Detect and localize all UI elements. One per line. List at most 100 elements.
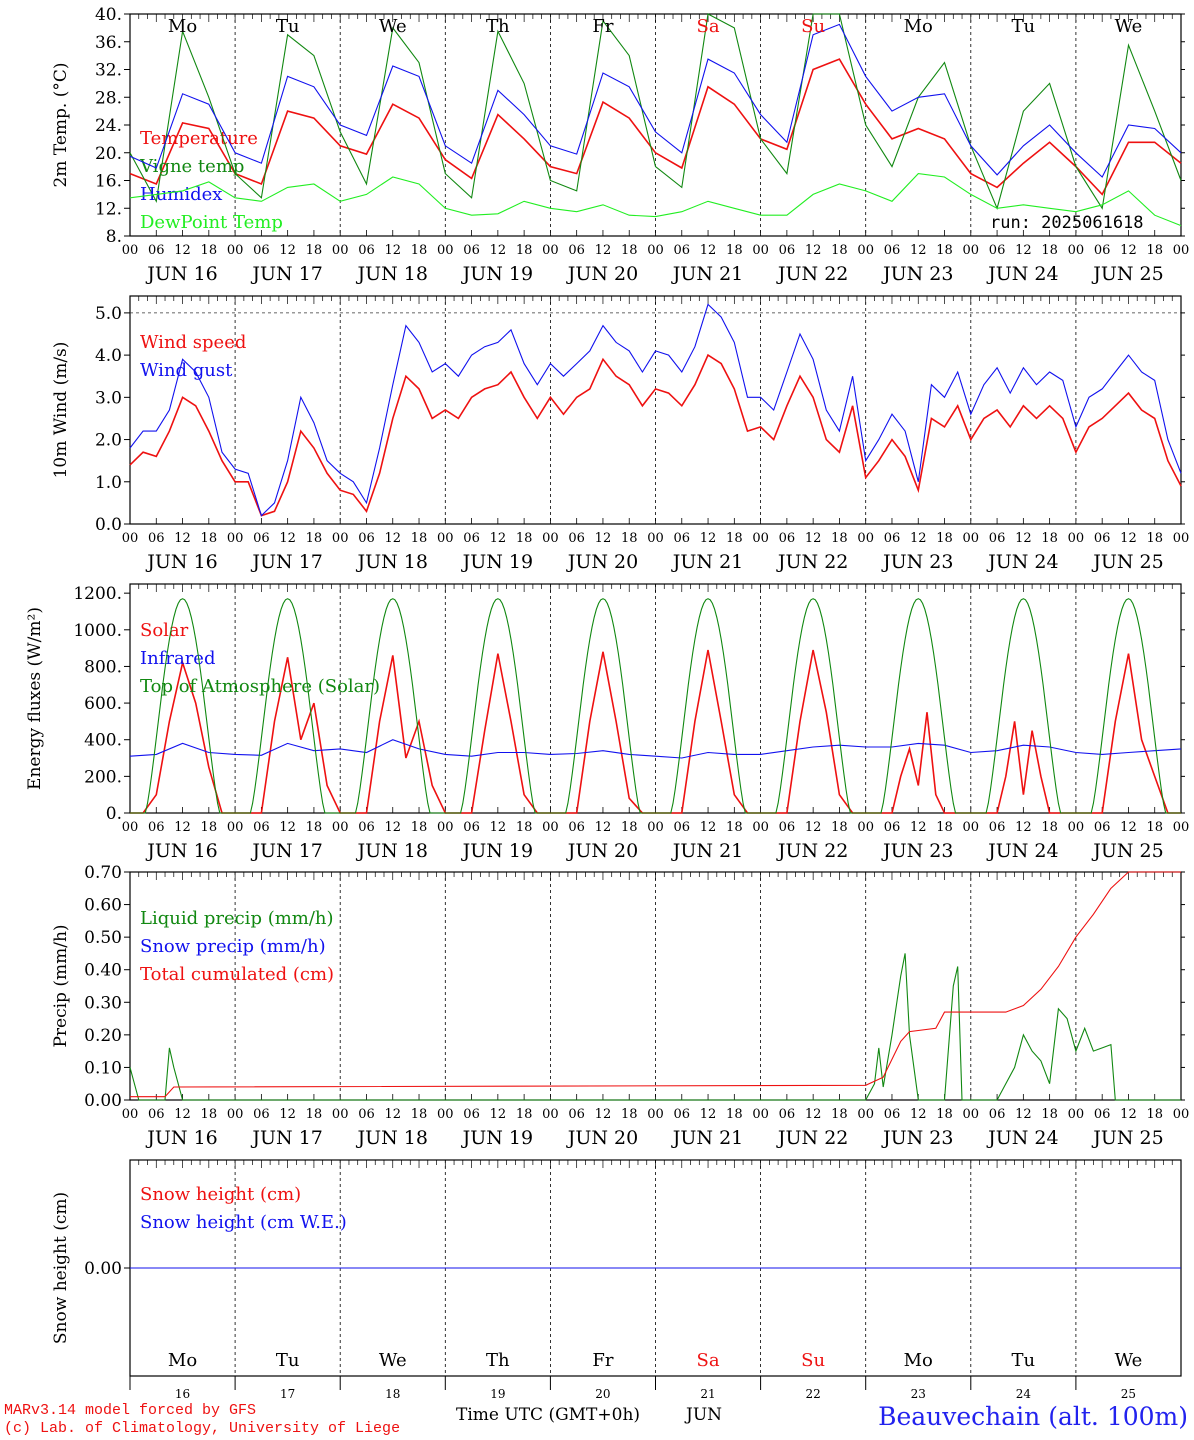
x-hour-label: 06 (568, 820, 585, 835)
x-date-label: JUN 23 (881, 263, 953, 285)
x-hour-label: 00 (963, 820, 980, 835)
x-hour-label: 00 (647, 243, 664, 258)
x-date-label: JUN 25 (1091, 551, 1163, 573)
x-date-label: JUN 18 (356, 551, 428, 573)
x-date-label: JUN 18 (356, 840, 428, 862)
weekday-label: Th (486, 1350, 510, 1371)
x-date-label: JUN 22 (776, 1127, 848, 1149)
x-hour-label: 06 (674, 243, 691, 258)
y-axis-title: 10m Wind (m/s) (51, 342, 71, 479)
series-line-blue (129, 23, 1182, 178)
y-tick-label: 20. (95, 144, 122, 164)
weekday-label: Mo (168, 1350, 197, 1371)
y-tick-label: 0.0 (95, 515, 122, 535)
x-hour-label: 18 (306, 531, 323, 546)
y-tick-label: 3.0 (95, 388, 122, 408)
x-hour-label: 00 (227, 1107, 244, 1122)
x-hour-label: 06 (568, 1107, 585, 1122)
y-tick-label: 0.20 (84, 1026, 122, 1046)
x-date-label: JUN 16 (145, 551, 217, 573)
x-hour-label: 00 (332, 820, 349, 835)
x-hour-label: 06 (253, 243, 270, 258)
x-date-label: JUN 22 (776, 263, 848, 285)
x-hour-label: 06 (1094, 1107, 1111, 1122)
x-hour-label: 18 (1041, 1107, 1058, 1122)
x-hour-label: 06 (358, 243, 375, 258)
x-hour-label: 06 (674, 820, 691, 835)
weekday-label: Fr (592, 16, 613, 37)
x-hour-label: 12 (279, 1107, 296, 1122)
x-hour-label: 18 (201, 1107, 218, 1122)
x-hour-label: 06 (779, 531, 796, 546)
x-date-label: JUN 21 (671, 840, 743, 862)
x-axis-title: Time UTC (GMT+0h) (456, 1405, 641, 1425)
x-hour-label: 12 (174, 243, 191, 258)
weekday-label: We (379, 1350, 407, 1371)
x-hour-label: 00 (542, 531, 559, 546)
x-hour-label: 12 (1120, 531, 1137, 546)
weekday-label: Th (486, 16, 510, 37)
x-hour-label: 18 (1146, 243, 1163, 258)
x-hour-label: 12 (490, 820, 507, 835)
day-number-label: 22 (806, 1387, 821, 1401)
x-date-label: JUN 20 (566, 551, 638, 573)
y-axis-title: Snow height (cm) (51, 1192, 71, 1344)
y-tick-label: 600. (84, 694, 122, 714)
x-date-label: JUN 16 (145, 263, 217, 285)
x-hour-label: 00 (1173, 820, 1190, 835)
x-date-label: JUN 25 (1091, 1127, 1163, 1149)
x-hour-label: 18 (726, 820, 743, 835)
x-date-label: JUN 24 (986, 1127, 1058, 1149)
x-date-label: JUN 24 (986, 840, 1058, 862)
legend-red: Snow height (cm) (140, 1184, 301, 1205)
x-hour-label: 18 (411, 1107, 428, 1122)
weekday-label: Mo (168, 16, 197, 37)
x-hour-label: 18 (726, 243, 743, 258)
y-tick-label: 32. (95, 61, 122, 81)
x-hour-label: 12 (595, 243, 612, 258)
x-hour-label: 00 (437, 820, 454, 835)
x-hour-label: 00 (542, 1107, 559, 1122)
x-date-label: JUN 18 (356, 263, 428, 285)
weekday-label: Mo (904, 1350, 933, 1371)
legend-blue: Humidex (140, 184, 222, 205)
x-hour-label: 12 (279, 531, 296, 546)
series-line-blue (129, 303, 1182, 517)
x-hour-label: 00 (437, 531, 454, 546)
x-hour-label: 00 (122, 243, 139, 258)
x-hour-label: 00 (332, 243, 349, 258)
x-hour-label: 12 (805, 531, 822, 546)
x-date-label: JUN 17 (250, 263, 322, 285)
x-date-label: JUN 21 (671, 263, 743, 285)
x-date-label: JUN 23 (881, 840, 953, 862)
x-date-label: JUN 20 (566, 840, 638, 862)
legend-lime: DewPoint Temp (140, 212, 283, 233)
y-tick-label: 0.30 (84, 993, 122, 1013)
y-tick-label: 24. (95, 116, 122, 136)
x-hour-label: 18 (831, 243, 848, 258)
x-hour-label: 18 (516, 243, 533, 258)
x-hour-label: 06 (463, 243, 480, 258)
x-hour-label: 06 (674, 1107, 691, 1122)
x-hour-label: 18 (831, 531, 848, 546)
x-hour-label: 06 (358, 531, 375, 546)
x-date-label: JUN 22 (776, 840, 848, 862)
x-hour-label: 18 (1041, 243, 1058, 258)
x-hour-label: 06 (463, 820, 480, 835)
x-hour-label: 00 (122, 1107, 139, 1122)
weekday-label: Fr (592, 1350, 613, 1371)
x-hour-label: 12 (595, 1107, 612, 1122)
y-tick-label: 800. (84, 657, 122, 677)
weekday-label: We (1115, 1350, 1143, 1371)
x-hour-label: 06 (674, 531, 691, 546)
y-tick-label: 1.0 (95, 473, 122, 493)
x-hour-label: 06 (884, 243, 901, 258)
x-hour-label: 00 (332, 1107, 349, 1122)
x-hour-label: 18 (936, 1107, 953, 1122)
x-hour-label: 18 (621, 243, 638, 258)
x-hour-label: 06 (148, 820, 165, 835)
x-hour-label: 00 (752, 1107, 769, 1122)
x-hour-label: 00 (227, 820, 244, 835)
x-hour-label: 18 (936, 820, 953, 835)
